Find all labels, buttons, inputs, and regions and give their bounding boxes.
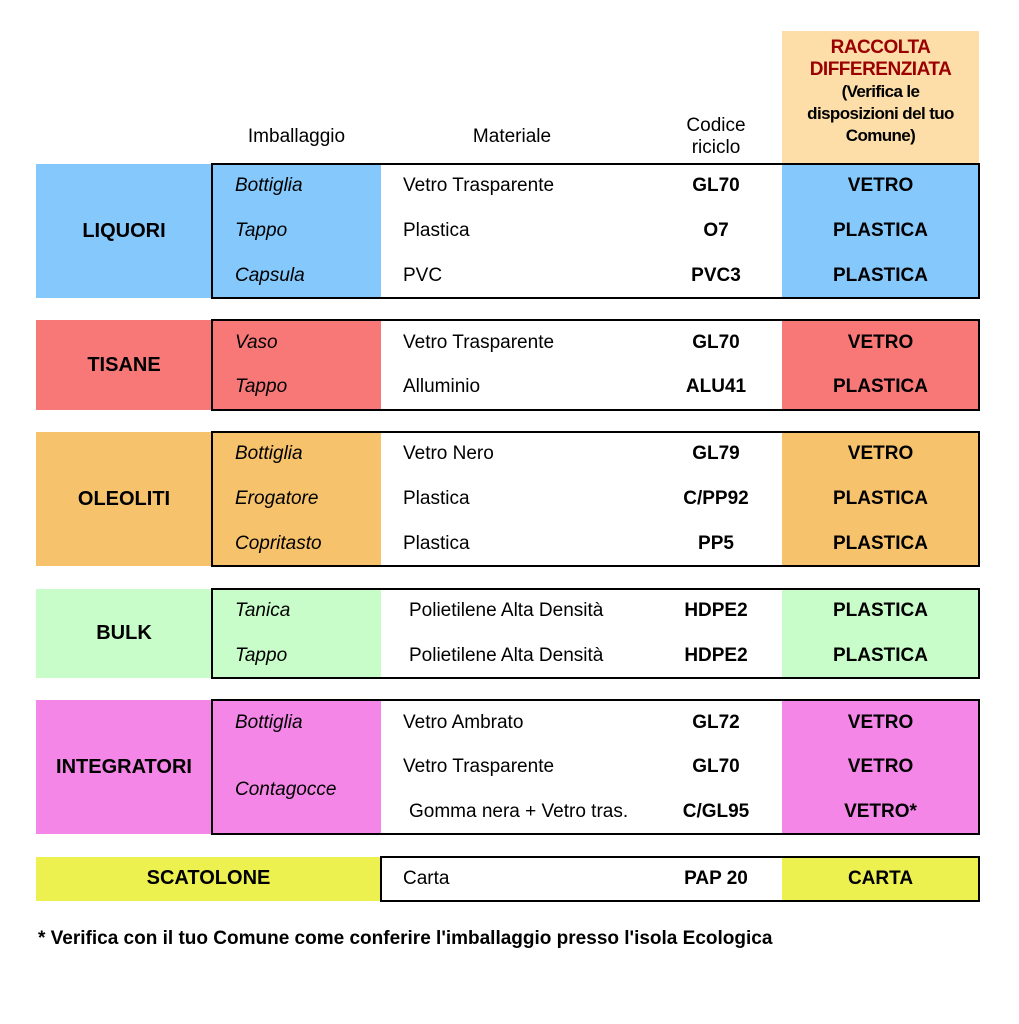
header-code-line2: riciclo: [691, 137, 741, 158]
material-name: Polietilene Alta Densità: [409, 644, 604, 666]
header-packaging: Imballaggio: [247, 126, 346, 147]
collection-bin: PLASTICA: [833, 264, 928, 286]
recycling-code: GL70: [692, 175, 740, 197]
collection-column-bg: [782, 856, 979, 902]
recycling-code: GL70: [692, 331, 740, 353]
material-name: Plastica: [403, 220, 470, 242]
collection-column-bg: [782, 164, 979, 299]
material-name: Plastica: [403, 488, 470, 510]
collection-column-bg: [782, 700, 979, 835]
collection-bin: VETRO: [847, 756, 914, 778]
material-name: Vetro Trasparente: [403, 331, 555, 353]
category-label: TISANE: [36, 320, 212, 410]
footnote: * Verifica con il tuo Comune come confer…: [38, 928, 773, 949]
recycling-code: C/PP92: [683, 488, 749, 510]
header-collection: RACCOLTA DIFFERENZIATA (Verifica le disp…: [782, 31, 979, 164]
packaging-name: Tanica: [235, 599, 291, 621]
packaging-column-bg: [212, 700, 381, 835]
collection-column-bg: [782, 588, 979, 678]
collection-bin: PLASTICA: [833, 599, 928, 621]
collection-bin: PLASTICA: [833, 488, 928, 510]
group-border: [211, 431, 980, 568]
packaging-name: Tappo: [235, 376, 288, 398]
collection-title-line1: RACCOLTA: [830, 37, 931, 58]
collection-note-line1: (Verifica le: [841, 82, 920, 101]
packaging-column-bg: [212, 588, 381, 678]
collection-bin: VETRO: [847, 331, 914, 353]
packaging-name: Capsula: [235, 264, 305, 286]
category-label: OLEOLITI: [36, 432, 212, 567]
collection-bin: PLASTICA: [833, 644, 928, 666]
recycling-code: ALU41: [685, 376, 747, 398]
material-name: Vetro Ambrato: [403, 711, 524, 733]
material-name: Vetro Trasparente: [403, 756, 555, 778]
material-name: Plastica: [403, 532, 470, 554]
collection-bin: VETRO: [847, 443, 914, 465]
collection-bin: VETRO: [847, 711, 914, 733]
packaging-column-bg: [212, 432, 381, 567]
group-border: [380, 855, 980, 903]
recycling-code: HDPE2: [684, 599, 748, 621]
recycling-code: PVC3: [691, 264, 741, 286]
recycling-code: PP5: [698, 532, 734, 554]
material-name: Polietilene Alta Densità: [409, 599, 604, 621]
material-name: Carta: [403, 867, 450, 889]
collection-column-bg: [782, 432, 979, 567]
group-border: [211, 163, 980, 300]
group-border: [211, 319, 980, 411]
material-name: Alluminio: [403, 376, 481, 398]
recycling-code: GL72: [692, 711, 740, 733]
recycling-code: HDPE2: [684, 644, 748, 666]
collection-note-line2: disposizioni del tuo: [807, 104, 954, 123]
header-material: Materiale: [472, 126, 552, 147]
group-border: [211, 587, 980, 679]
packaging-name: Bottiglia: [235, 443, 303, 465]
material-name: PVC: [403, 264, 443, 286]
packaging-name: Erogatore: [235, 488, 319, 510]
recycling-code: GL79: [692, 443, 740, 465]
recycling-code: C/GL95: [682, 800, 750, 822]
collection-title-line2: DIFFERENZIATA: [809, 59, 952, 80]
category-label: INTEGRATORI: [36, 700, 212, 835]
recycling-code: O7: [703, 220, 729, 242]
category-label: SCATOLONE: [36, 856, 381, 902]
recycling-code: PAP 20: [684, 867, 748, 889]
collection-bin: VETRO*: [844, 800, 917, 822]
material-name: Vetro Trasparente: [403, 175, 555, 197]
header-code: Codice riciclo: [650, 115, 782, 159]
material-name: Gomma nera + Vetro tras.: [409, 800, 629, 822]
collection-column-bg: [782, 320, 979, 410]
collection-bin: CARTA: [847, 867, 914, 889]
collection-bin: VETRO: [847, 175, 914, 197]
packaging-name: Copritasto: [235, 532, 322, 554]
packaging-name: Vaso: [235, 331, 278, 353]
packaging-name: Bottiglia: [235, 711, 303, 733]
collection-note-line3: Comune): [845, 126, 916, 145]
packaging-name: Tappo: [235, 220, 288, 242]
collection-bin: PLASTICA: [833, 220, 928, 242]
packaging-name: Tappo: [235, 644, 288, 666]
collection-bin: PLASTICA: [833, 376, 928, 398]
group-border: [211, 699, 980, 836]
packaging-column-bg: [212, 320, 381, 410]
packaging-column-bg: [212, 164, 381, 299]
packaging-name: Contagocce: [235, 778, 337, 800]
category-label: BULK: [36, 588, 212, 678]
packaging-name: Bottiglia: [235, 175, 303, 197]
recycling-code: GL70: [692, 756, 740, 778]
header-code-line1: Codice: [686, 115, 746, 136]
material-name: Vetro Nero: [403, 443, 494, 465]
collection-bin: PLASTICA: [833, 532, 928, 554]
category-label: LIQUORI: [36, 164, 212, 299]
